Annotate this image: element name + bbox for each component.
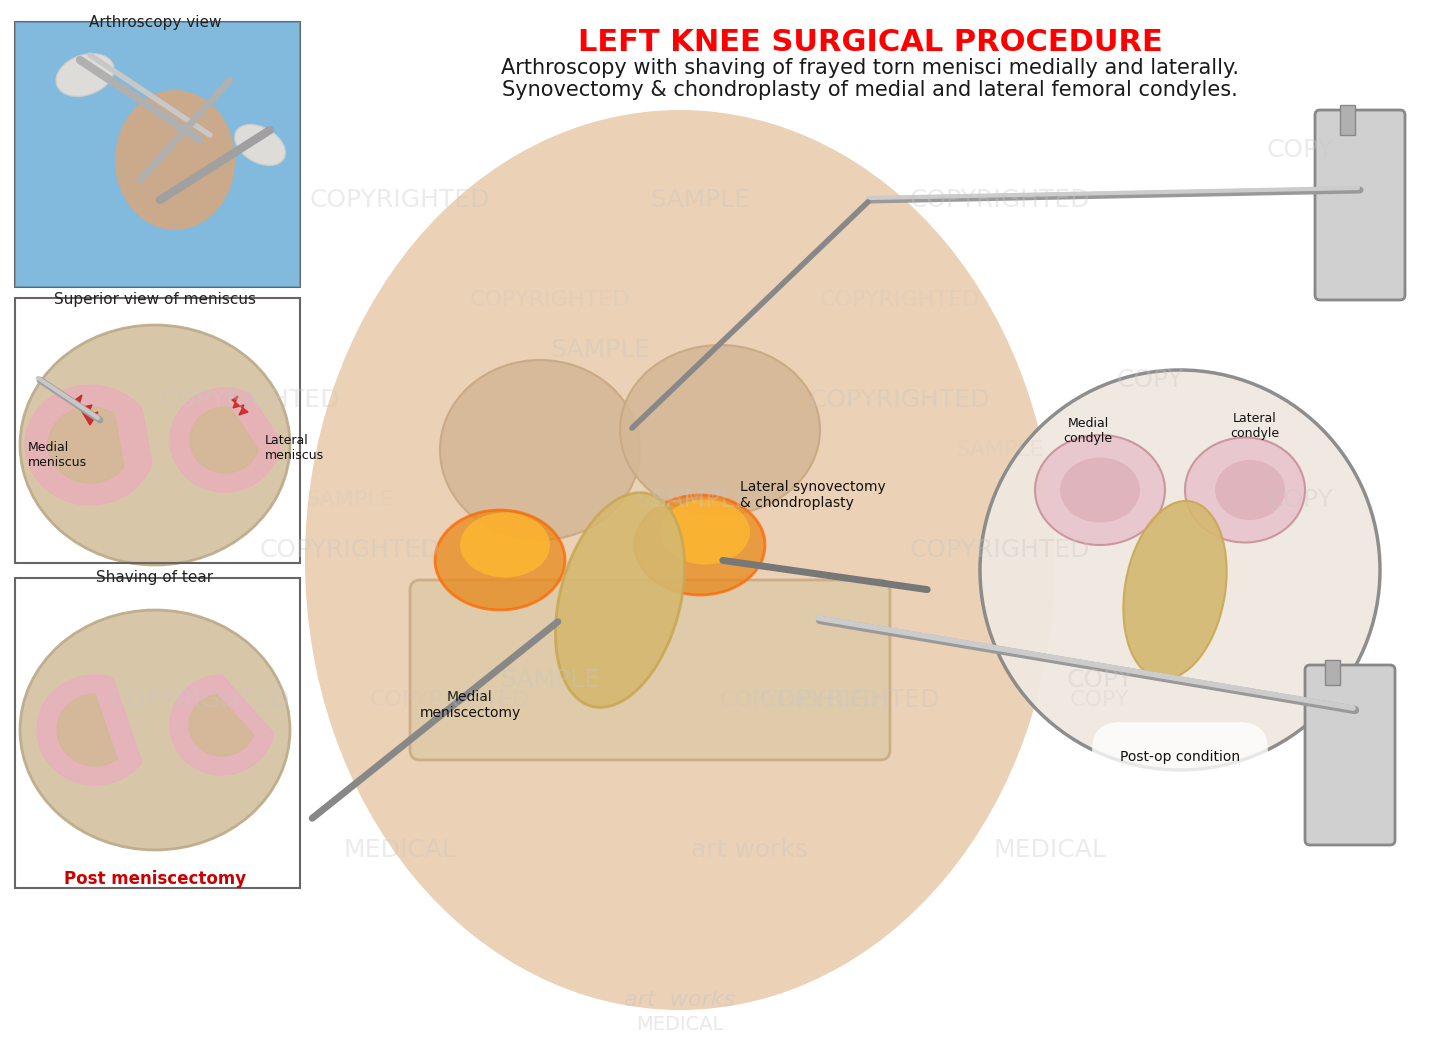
- Text: SAMPLE: SAMPLE: [636, 490, 724, 510]
- Bar: [1340, 106, 1355, 135]
- Bar: [14, 298, 301, 563]
- Text: Superior view of meniscus: Superior view of meniscus: [53, 292, 256, 307]
- Text: Lateral synovectomy
& chondroplasty: Lateral synovectomy & chondroplasty: [740, 480, 886, 510]
- Text: COPYRIGHTED: COPYRIGHTED: [760, 688, 941, 712]
- Text: SAMPLE: SAMPLE: [306, 490, 394, 510]
- Ellipse shape: [1123, 501, 1227, 679]
- Bar: [14, 22, 301, 287]
- Text: COPYRIGHTED: COPYRIGHTED: [260, 538, 441, 562]
- Text: COPYRIGHTED: COPYRIGHTED: [910, 538, 1090, 562]
- Text: Post meniscectomy: Post meniscectomy: [64, 870, 246, 888]
- Text: COPYRIGHTED: COPYRIGHTED: [910, 188, 1090, 212]
- Polygon shape: [75, 395, 98, 425]
- Text: COPYRIGHTED: COPYRIGHTED: [720, 690, 880, 710]
- Ellipse shape: [20, 325, 290, 565]
- Polygon shape: [189, 407, 259, 473]
- Text: art works: art works: [692, 838, 809, 862]
- Text: Post-op condition: Post-op condition: [1120, 750, 1240, 764]
- Ellipse shape: [660, 499, 750, 564]
- Text: COPYRIGHTED: COPYRIGHTED: [470, 290, 630, 310]
- Ellipse shape: [620, 345, 819, 515]
- Polygon shape: [171, 388, 280, 492]
- Text: Arthroscopy with shaving of frayed torn menisci medially and laterally.: Arthroscopy with shaving of frayed torn …: [501, 58, 1238, 78]
- Ellipse shape: [20, 610, 290, 850]
- Text: MEDICAL: MEDICAL: [636, 1016, 724, 1035]
- Ellipse shape: [460, 513, 551, 577]
- Text: COPYRIGHTED: COPYRIGHTED: [370, 690, 530, 710]
- Ellipse shape: [555, 493, 685, 708]
- Text: MEDICAL: MEDICAL: [344, 838, 457, 862]
- Text: COPY: COPY: [1267, 138, 1334, 162]
- FancyBboxPatch shape: [1315, 110, 1405, 300]
- Polygon shape: [189, 694, 253, 756]
- Text: SAMPLE: SAMPLE: [551, 338, 650, 362]
- Ellipse shape: [305, 110, 1055, 1010]
- Ellipse shape: [1215, 460, 1285, 520]
- Ellipse shape: [234, 124, 285, 166]
- Circle shape: [980, 370, 1380, 770]
- Polygon shape: [56, 694, 117, 766]
- Text: Medial
condyle: Medial condyle: [1064, 417, 1113, 445]
- Polygon shape: [171, 675, 273, 775]
- Polygon shape: [38, 675, 142, 785]
- Text: Synovectomy & chondroplasty of medial and lateral femoral condyles.: Synovectomy & chondroplasty of medial an…: [501, 80, 1238, 100]
- Ellipse shape: [439, 360, 640, 540]
- Text: Arthroscopy view: Arthroscopy view: [88, 15, 221, 30]
- Bar: [14, 578, 301, 888]
- Text: Medial
meniscectomy: Medial meniscectomy: [419, 690, 520, 721]
- Text: MEDICAL: MEDICAL: [994, 838, 1107, 862]
- Text: COPY: COPY: [1066, 668, 1133, 692]
- Text: COPYRIGHTED: COPYRIGHTED: [819, 290, 980, 310]
- Ellipse shape: [116, 90, 236, 230]
- Text: COPYRIGHTED: COPYRIGHTED: [160, 388, 340, 413]
- Text: COPYRIGHTED: COPYRIGHTED: [110, 688, 290, 712]
- Text: LEFT KNEE SURGICAL PROCEDURE: LEFT KNEE SURGICAL PROCEDURE: [578, 28, 1162, 57]
- FancyBboxPatch shape: [410, 580, 890, 760]
- Text: SAMPLE: SAMPLE: [650, 188, 750, 212]
- Ellipse shape: [1061, 458, 1140, 522]
- FancyBboxPatch shape: [1305, 665, 1394, 845]
- Text: COPY: COPY: [1267, 488, 1334, 512]
- Ellipse shape: [435, 510, 565, 610]
- Polygon shape: [48, 407, 124, 483]
- Text: COPY: COPY: [1071, 690, 1130, 710]
- Ellipse shape: [1185, 438, 1305, 542]
- Text: Lateral
meniscus: Lateral meniscus: [264, 434, 324, 462]
- Ellipse shape: [56, 54, 114, 96]
- Bar: [1325, 660, 1340, 685]
- Polygon shape: [25, 385, 152, 505]
- Text: COPY: COPY: [1117, 368, 1183, 392]
- Text: Medial
meniscus: Medial meniscus: [27, 441, 87, 469]
- Text: COPYRIGHTED: COPYRIGHTED: [309, 188, 490, 212]
- Text: art  works: art works: [624, 990, 736, 1010]
- Polygon shape: [233, 396, 249, 415]
- FancyBboxPatch shape: [14, 22, 301, 287]
- Text: SAMPLE: SAMPLE: [650, 488, 750, 512]
- Text: SAMPLE: SAMPLE: [955, 440, 1045, 460]
- Text: Shaving of tear: Shaving of tear: [97, 570, 214, 586]
- Text: SAMPLE: SAMPLE: [500, 668, 600, 692]
- Text: Lateral
condyle: Lateral condyle: [1231, 413, 1280, 440]
- Text: COPYRIGHTED: COPYRIGHTED: [809, 388, 990, 413]
- Ellipse shape: [634, 495, 764, 595]
- Ellipse shape: [1035, 435, 1165, 545]
